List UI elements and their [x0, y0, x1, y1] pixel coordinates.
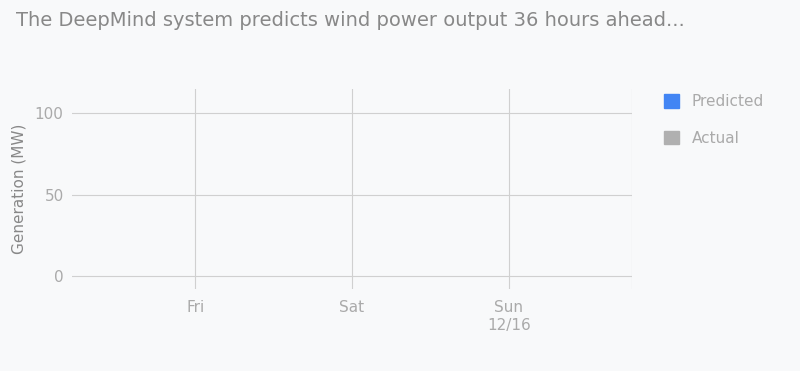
Text: The DeepMind system predicts wind power output 36 hours ahead...: The DeepMind system predicts wind power … — [16, 11, 685, 30]
Legend: Predicted, Actual: Predicted, Actual — [657, 87, 771, 154]
Y-axis label: Generation (MW): Generation (MW) — [11, 124, 26, 255]
